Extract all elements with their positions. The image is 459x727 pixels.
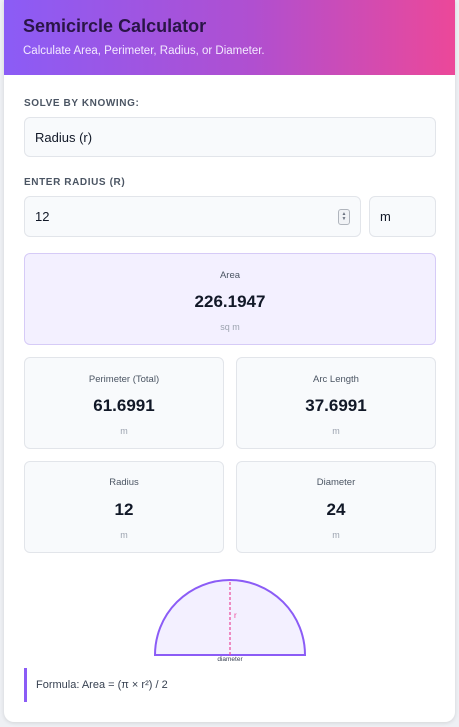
- unit-select-value: m: [380, 209, 391, 224]
- radius-input-value: 12: [35, 209, 50, 224]
- input-label: ENTER RADIUS (R): [24, 177, 126, 188]
- stepper-up-icon[interactable]: ▲: [341, 211, 347, 217]
- solve-by-selected-value: Radius (r): [35, 129, 93, 145]
- area-unit: sq m: [220, 322, 240, 332]
- perimeter-value: 61.6991: [93, 396, 155, 415]
- diameter-unit: m: [332, 530, 340, 540]
- header: Semicircle Calculator Calculate Area, Pe…: [4, 0, 455, 75]
- calculator-card: Semicircle Calculator Calculate Area, Pe…: [4, 0, 455, 722]
- diameter-label: Diameter: [316, 477, 356, 488]
- perimeter-result: Perimeter (Total) 61.6991 m: [24, 357, 224, 449]
- radius-line-label: r: [234, 611, 237, 620]
- radius-input[interactable]: 12 ▲ ▼: [24, 196, 361, 237]
- diameter-value: 24: [326, 500, 346, 519]
- solve-by-label: SOLVE BY KNOWING:: [24, 98, 140, 109]
- formula-text: Formula: Area = (π × r²) / 2: [36, 679, 168, 691]
- radius-label: Radius: [109, 477, 139, 488]
- arc-length-label: Arc Length: [313, 374, 359, 385]
- unit-select[interactable]: m: [369, 196, 436, 237]
- area-value: 226.1947: [194, 292, 266, 311]
- solve-by-select[interactable]: Radius (r): [24, 117, 436, 157]
- radius-unit: m: [120, 530, 128, 540]
- area-label: Area: [219, 270, 241, 281]
- perimeter-unit: m: [120, 426, 128, 436]
- page-title: Semicircle Calculator: [23, 16, 207, 36]
- number-stepper[interactable]: ▲ ▼: [338, 209, 350, 225]
- formula-note: Formula: Area = (π × r²) / 2: [24, 668, 434, 702]
- stepper-down-icon[interactable]: ▼: [341, 216, 347, 222]
- area-result: Area 226.1947 sq m: [24, 253, 436, 345]
- arc-length-value: 37.6991: [305, 396, 367, 415]
- perimeter-label: Perimeter (Total): [88, 374, 160, 385]
- radius-value: 12: [114, 500, 134, 519]
- page-subtitle: Calculate Area, Perimeter, Radius, or Di…: [23, 45, 265, 57]
- radius-result: Radius 12 m: [24, 461, 224, 553]
- semicircle-diagram: r diameter: [153, 579, 307, 663]
- diameter-line-label: diameter: [217, 656, 243, 663]
- diameter-result: Diameter 24 m: [236, 461, 436, 553]
- arc-length-result: Arc Length 37.6991 m: [236, 357, 436, 449]
- arc-length-unit: m: [332, 426, 340, 436]
